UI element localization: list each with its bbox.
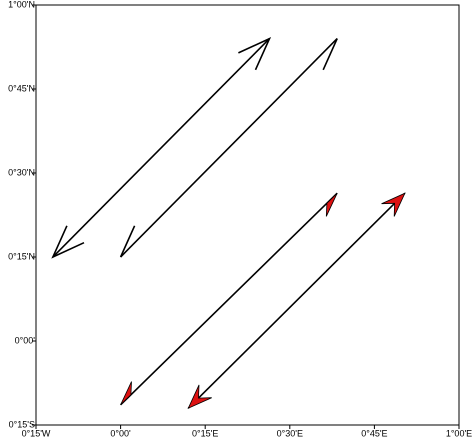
y-tick-label: 0°30'N bbox=[8, 167, 35, 177]
vector-head bbox=[322, 38, 338, 71]
x-tick-label: 0°15'E bbox=[192, 428, 218, 438]
x-tick-label: 1°00'E bbox=[446, 428, 472, 438]
vector-shaft bbox=[187, 192, 406, 409]
y-tick-label: 0°15'N bbox=[8, 251, 35, 261]
vector-shaft bbox=[120, 38, 338, 258]
vector-head bbox=[51, 225, 85, 259]
vector-shaft bbox=[120, 192, 338, 406]
x-tick-label: 0°00' bbox=[110, 428, 131, 438]
vector-shaft bbox=[52, 38, 271, 258]
y-tick-label: 1°00'N bbox=[8, 0, 35, 9]
vector-head bbox=[238, 36, 272, 71]
y-tick-label: 0°45'N bbox=[8, 83, 35, 93]
y-tick-label: 0°00' bbox=[15, 335, 36, 345]
vector-head bbox=[381, 192, 406, 217]
map-frame bbox=[35, 4, 460, 426]
x-tick-label: 0°45'E bbox=[361, 428, 387, 438]
vector-head bbox=[187, 384, 212, 410]
x-tick-label: 0°30'E bbox=[277, 428, 303, 438]
y-tick-label: 0°15'S bbox=[9, 419, 35, 429]
vector-head bbox=[325, 192, 338, 217]
x-tick-label: 0°15'W bbox=[22, 428, 51, 438]
vector-head bbox=[119, 225, 136, 258]
vector-head bbox=[120, 381, 132, 406]
